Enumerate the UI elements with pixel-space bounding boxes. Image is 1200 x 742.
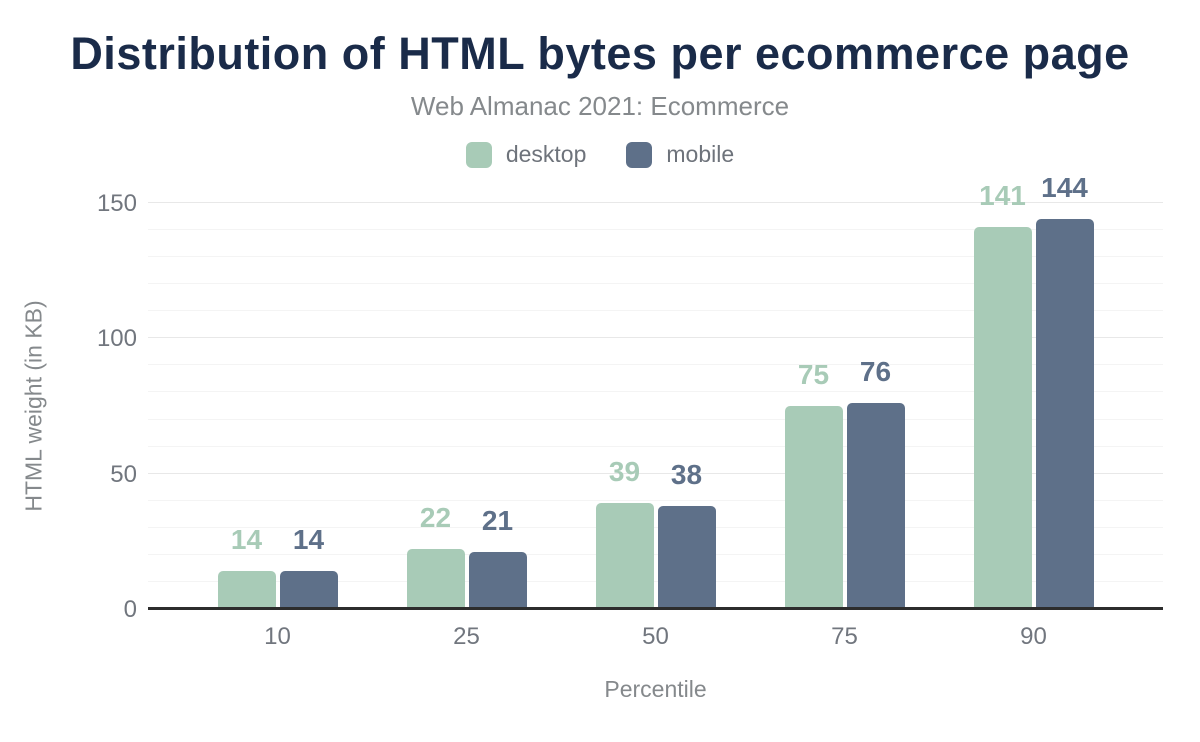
minor-gridline-20 (148, 553, 1163, 555)
minor-gridline-40 (148, 499, 1163, 501)
mobile-bar-cell-p25: 21 (468, 505, 527, 609)
desktop-value-label-p75: 75 (797, 359, 830, 390)
minor-gridline-120 (148, 283, 1163, 285)
major-gridline-50 (148, 472, 1163, 474)
x-tick-label-90: 90 (1020, 623, 1047, 650)
chart-subtitle: Web Almanac 2021: Ecommerce (410, 91, 790, 121)
mobile-value-label-p90: 144 (1041, 172, 1088, 204)
mobile-bar-p25 (468, 552, 527, 609)
legend-item-desktop[interactable]: desktop (465, 141, 587, 168)
mobile-bar-p75 (846, 403, 905, 609)
chart-title: Distribution of HTML bytes per ecommerce… (70, 28, 1130, 79)
bar-group-p10: 14 14 10 (183, 203, 372, 650)
mobile-bar-cell-p75: 76 (846, 356, 905, 609)
bars-container: 14 14 10 22 21 25 39 38 50 75 76 75 141 144 90 (183, 174, 1128, 650)
y-tick-label-0: 0 (123, 596, 137, 623)
mobile-bar-p50 (657, 506, 716, 609)
desktop-bar-p90 (973, 227, 1032, 609)
x-tick-label-10: 10 (264, 623, 291, 650)
minor-gridline-130 (148, 256, 1163, 258)
mobile-value-label-p25: 21 (481, 505, 514, 537)
mobile-bar-cell-p90: 144 (1035, 172, 1094, 609)
legend: desktop mobile (0, 141, 1200, 168)
desktop-bar-cell-p25: 22 (406, 502, 465, 609)
bar-group-p25: 22 21 25 (372, 203, 561, 650)
desktop-series-swatch-icon (465, 141, 492, 168)
legend-label-mobile: mobile (666, 141, 735, 167)
desktop-value-label-p10: 14 (230, 524, 263, 556)
mobile-bar-p90 (1035, 219, 1094, 609)
x-tick-label-50: 50 (642, 623, 669, 650)
minor-gridline-110 (148, 310, 1163, 312)
y-tick-label-150: 150 (96, 190, 137, 217)
x-axis-title: Percentile (604, 676, 707, 702)
x-tick-label-25: 25 (453, 623, 480, 650)
y-axis-title: HTML weight (in KB) (20, 300, 47, 512)
desktop-bar-p25 (406, 549, 465, 609)
minor-gridline-140 (148, 229, 1163, 231)
mobile-bar-cell-p10: 14 (279, 524, 338, 609)
mobile-value-label-p10: 14 (292, 524, 325, 556)
mobile-value-label-p50: 38 (670, 459, 703, 491)
bar-group-p75: 75 76 75 (750, 203, 939, 650)
legend-label-desktop: desktop (505, 141, 587, 167)
major-gridline-100 (148, 337, 1163, 339)
desktop-value-label-p90: 141 (979, 180, 1026, 212)
bar-group-p90: 141 144 90 (939, 174, 1128, 650)
major-gridline-150 (148, 202, 1163, 203)
minor-gridline-70 (148, 418, 1163, 420)
y-tick-label-50: 50 (110, 460, 137, 488)
desktop-value-label-p25: 22 (419, 502, 452, 534)
minor-gridline-80 (148, 391, 1163, 393)
x-tick-label-75: 75 (831, 623, 858, 650)
plot-area: 14 14 10 22 21 25 39 38 50 75 76 75 141 144 90 (148, 174, 1163, 650)
x-axis-baseline (148, 607, 1163, 610)
y-tick-label-100: 100 (96, 325, 137, 353)
mobile-value-label-p75: 76 (859, 356, 892, 388)
desktop-value-label-p50: 39 (608, 456, 641, 488)
mobile-bar-cell-p50: 38 (657, 459, 716, 609)
desktop-bar-cell-p50: 39 (595, 456, 654, 609)
desktop-bar-cell-p90: 141 (973, 180, 1032, 609)
desktop-bar-p50 (595, 503, 654, 609)
bar-group-p50: 39 38 50 (561, 203, 750, 650)
desktop-bar-p10 (217, 571, 276, 609)
mobile-series-swatch-icon (626, 141, 653, 168)
desktop-bar-cell-p10: 14 (217, 524, 276, 609)
mobile-bar-p10 (279, 571, 338, 609)
minor-gridline-90 (148, 364, 1163, 366)
minor-gridline-10 (148, 580, 1163, 582)
minor-gridline-30 (148, 526, 1163, 528)
legend-item-mobile[interactable]: mobile (626, 141, 734, 168)
minor-gridline-60 (148, 445, 1163, 447)
desktop-bar-p75 (784, 406, 843, 609)
desktop-bar-cell-p75: 75 (784, 359, 843, 609)
